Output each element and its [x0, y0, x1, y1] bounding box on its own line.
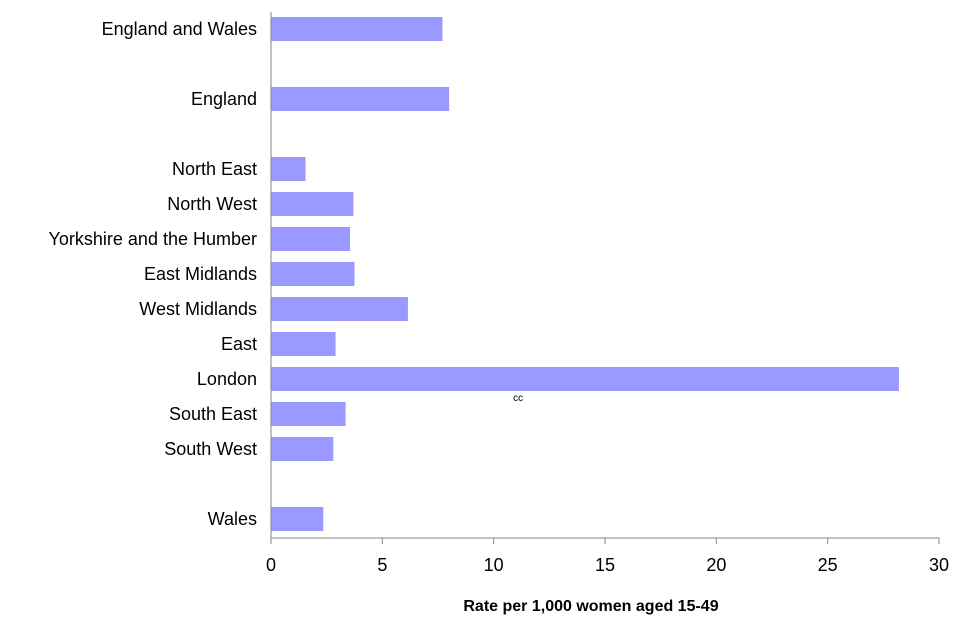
category-label-north-west: North West — [167, 194, 257, 214]
category-label-west-midlands: West Midlands — [139, 299, 257, 319]
x-tick-label-0: 0 — [266, 555, 276, 575]
category-label-north-east: North East — [172, 159, 257, 179]
bar-wales — [271, 507, 324, 531]
x-tick-label-5: 5 — [377, 555, 387, 575]
x-tick-label-25: 25 — [818, 555, 838, 575]
x-tick-label-20: 20 — [706, 555, 726, 575]
annotations: cc — [513, 393, 523, 404]
category-labels: England and Wales England North East North … — [49, 19, 257, 529]
category-label-east: East — [221, 334, 257, 354]
category-label-south-west: South West — [164, 439, 257, 459]
annotation-0: cc — [513, 393, 523, 404]
bar-north-west — [271, 192, 354, 216]
category-label-england: England — [191, 89, 257, 109]
bar-england — [271, 87, 450, 111]
bars-group — [271, 17, 899, 531]
bar-east-midlands — [271, 262, 355, 286]
x-tick-label-15: 15 — [595, 555, 615, 575]
category-label-wales: Wales — [208, 509, 257, 529]
x-axis-label: Rate per 1,000 women aged 15-49 — [463, 598, 718, 615]
bar-north-east — [271, 157, 306, 181]
category-label-yorkshire-and-the-humber: Yorkshire and the Humber — [49, 229, 257, 249]
bar-england-and-wales — [271, 17, 443, 41]
bar-south-east — [271, 402, 346, 426]
category-label-england-and-wales: England and Wales — [102, 19, 257, 39]
x-tick-label-10: 10 — [484, 555, 504, 575]
bar-south-west — [271, 437, 334, 461]
x-ticks: 0 5 10 15 20 25 30 — [266, 538, 949, 575]
category-label-london: London — [197, 369, 257, 389]
bar-london — [271, 367, 899, 391]
category-label-south-east: South East — [169, 404, 257, 424]
bar-east — [271, 332, 336, 356]
bar-west-midlands — [271, 297, 408, 321]
x-tick-label-30: 30 — [929, 555, 949, 575]
category-label-east-midlands: East Midlands — [144, 264, 257, 284]
bar-yorkshire-and-the-humber — [271, 227, 351, 251]
